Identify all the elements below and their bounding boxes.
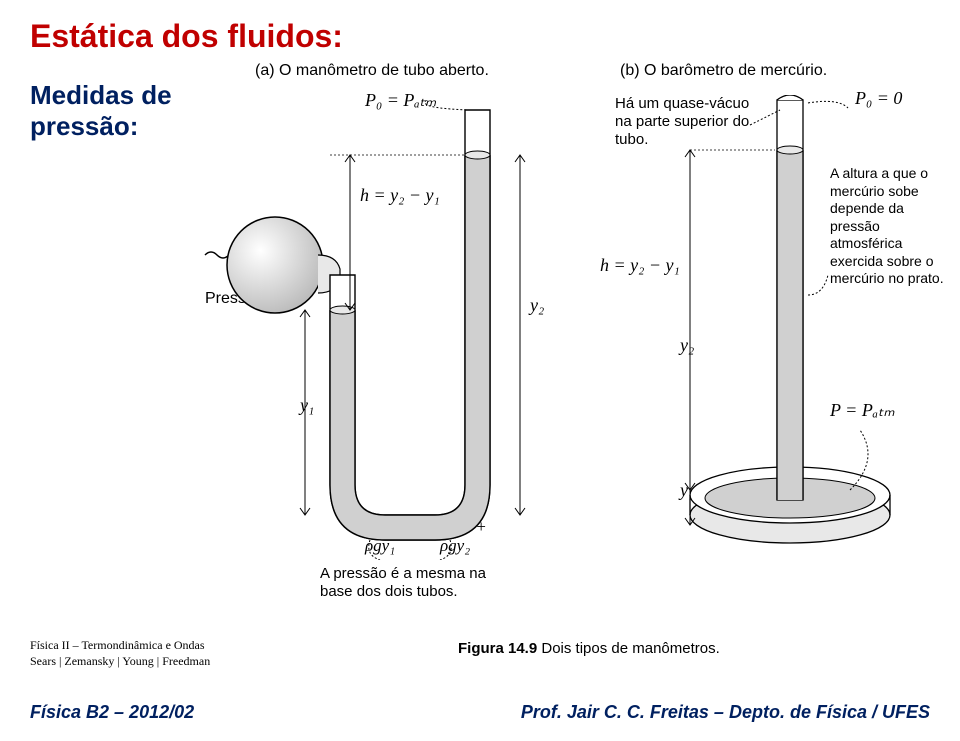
diagram-barometer [680,95,940,575]
figure-caption-bold: Figura 14.9 [458,640,537,657]
caption-b: (b) O barômetro de mercúrio. [620,62,827,80]
figure-caption: Figura 14.9 Dois tipos de manômetros. [458,640,720,657]
credits-line2: Sears | Zemansky | Young | Freedman [30,654,210,668]
credits-line1: Física II – Termondinâmica e Ondas [30,638,205,652]
caption-a: (a) O manômetro de tubo aberto. [255,62,489,80]
subtitle: Medidas de pressão: [30,80,172,142]
footer-right: Prof. Jair C. C. Freitas – Depto. de Fís… [521,702,930,723]
diagram-manometer [200,100,560,560]
subtitle-line1: Medidas de [30,80,172,110]
eq-h-b: h = y₂ − y₁ [600,255,680,276]
credits: Física II – Termondinâmica e Ondas Sears… [30,638,210,669]
footer-left: Física B2 – 2012/02 [30,702,194,723]
note-base: A pressão é a mesma na base dos dois tub… [320,565,520,601]
subtitle-line2: pressão: [30,111,138,141]
figure-caption-rest: Dois tipos de manômetros. [537,640,720,657]
page-title: Estática dos fluidos: [30,18,343,55]
